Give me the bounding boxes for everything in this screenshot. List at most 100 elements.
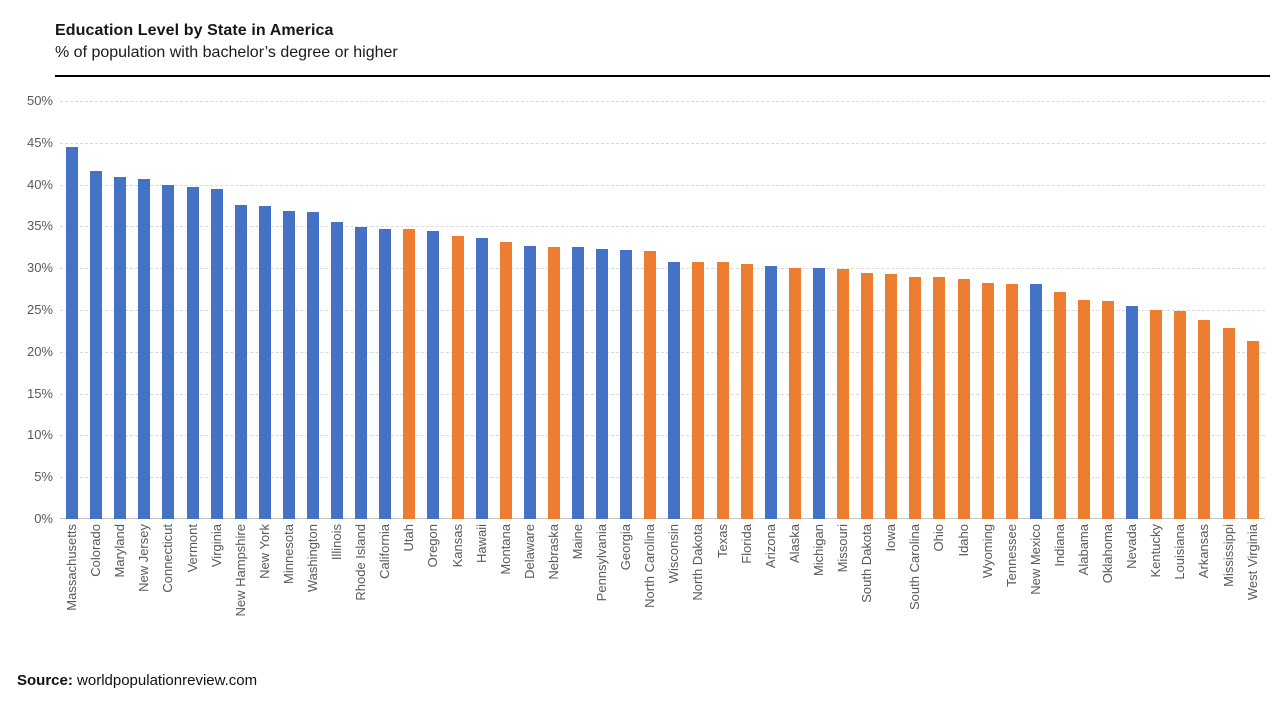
x-label-tennessee: Tennessee (1003, 524, 1019, 587)
x-label-massachusetts: Massachusetts (64, 524, 80, 611)
x-label-cell: Maryland (108, 524, 132, 664)
x-label-indiana: Indiana (1051, 524, 1067, 567)
x-label-maine: Maine (570, 524, 586, 560)
chart-header: Education Level by State in America % of… (55, 22, 1270, 62)
title-divider-line (55, 75, 1270, 77)
bar-illinois (331, 222, 344, 519)
y-tick-label-40%: 40% (26, 176, 53, 192)
bar-column (638, 101, 662, 519)
x-label-cell: Idaho (951, 524, 975, 664)
bar-louisiana (1174, 310, 1187, 519)
gridline-35% (60, 226, 1265, 228)
bar-column (590, 101, 614, 519)
x-label-cell: Kansas (446, 524, 470, 664)
y-tick-label-35%: 35% (26, 218, 53, 234)
x-axis-line (60, 518, 1265, 519)
bar-arkansas (1198, 320, 1211, 519)
bar-column (180, 101, 204, 519)
bar-massachusetts (66, 146, 79, 519)
x-label-delaware: Delaware (521, 524, 537, 579)
x-label-alabama: Alabama (1075, 524, 1091, 576)
bar-texas (716, 262, 729, 519)
bar-colorado (90, 171, 103, 519)
bar-column (470, 101, 494, 519)
x-label-washington: Washington (304, 524, 320, 593)
bar-column (84, 101, 108, 519)
bar-pennsylvania (596, 248, 609, 519)
bar-column (903, 101, 927, 519)
bar-column (711, 101, 735, 519)
x-label-louisiana: Louisiana (1172, 524, 1188, 580)
bar-column (205, 101, 229, 519)
x-label-minnesota: Minnesota (280, 524, 296, 584)
bar-column (349, 101, 373, 519)
y-tick-label-15%: 15% (26, 385, 53, 401)
x-label-north-dakota: North Dakota (690, 524, 706, 601)
x-label-cell: Pennsylvania (590, 524, 614, 664)
bar-column (951, 101, 975, 519)
bar-column (1217, 101, 1241, 519)
x-label-cell: North Carolina (638, 524, 662, 664)
gridline-20% (60, 351, 1265, 353)
bar-missouri (837, 269, 850, 519)
bar-ohio (933, 277, 946, 519)
x-label-cell: Alabama (1072, 524, 1096, 664)
x-label-cell: New Jersey (132, 524, 156, 664)
bars-container (60, 101, 1265, 519)
x-label-vermont: Vermont (184, 524, 200, 573)
x-label-maryland: Maryland (112, 524, 128, 578)
x-label-cell: West Virginia (1241, 524, 1265, 664)
x-label-new-york: New York (256, 524, 272, 579)
bar-minnesota (282, 211, 295, 519)
bar-vermont (186, 187, 199, 519)
x-label-cell: Nevada (1120, 524, 1144, 664)
x-label-georgia: Georgia (618, 524, 634, 571)
bar-alabama (1077, 299, 1090, 519)
x-label-cell: New Hampshire (229, 524, 253, 664)
x-label-cell: Ohio (927, 524, 951, 664)
x-label-virginia: Virginia (208, 524, 224, 568)
y-tick-label-30%: 30% (26, 260, 53, 276)
bar-wyoming (981, 283, 994, 519)
x-label-pennsylvania: Pennsylvania (594, 524, 610, 602)
bar-oregon (427, 231, 440, 519)
x-label-cell: Montana (494, 524, 518, 664)
x-label-cell: New York (253, 524, 277, 664)
x-label-cell: South Carolina (903, 524, 927, 664)
gridline-10% (60, 435, 1265, 437)
x-label-cell: Mississippi (1217, 524, 1241, 664)
x-label-arizona: Arizona (762, 524, 778, 569)
x-label-cell: Connecticut (156, 524, 180, 664)
x-label-cell: South Dakota (855, 524, 879, 664)
x-label-idaho: Idaho (955, 524, 971, 557)
gridline-45% (60, 142, 1265, 144)
bar-column (1144, 101, 1168, 519)
x-label-cell: Nebraska (542, 524, 566, 664)
bar-column (421, 101, 445, 519)
bar-idaho (957, 279, 970, 519)
x-label-cell: Arizona (759, 524, 783, 664)
source-line: Source: worldpopulationreview.com (17, 672, 257, 689)
x-label-cell: Oregon (421, 524, 445, 664)
x-label-colorado: Colorado (88, 524, 104, 577)
x-label-cell: Iowa (879, 524, 903, 664)
x-label-cell: Kentucky (1144, 524, 1168, 664)
bar-oklahoma (1102, 300, 1115, 519)
bar-california (379, 228, 392, 519)
bar-north-carolina (644, 251, 657, 519)
x-label-new-hampshire: New Hampshire (232, 524, 248, 617)
bar-column (1024, 101, 1048, 519)
x-label-cell: Illinois (325, 524, 349, 664)
bar-virginia (210, 188, 223, 519)
x-label-cell: Washington (301, 524, 325, 664)
x-label-cell: California (373, 524, 397, 664)
bar-column (542, 101, 566, 519)
bar-column (759, 101, 783, 519)
bar-column (229, 101, 253, 519)
bar-maryland (114, 177, 127, 519)
bar-indiana (1053, 291, 1066, 519)
bar-south-dakota (861, 273, 874, 519)
bar-column (518, 101, 542, 519)
plot-area: 50% 45% 40% 35% 30% 25% 20% 15% 10% 5% 0% (27, 93, 1265, 526)
bar-column (446, 101, 470, 519)
